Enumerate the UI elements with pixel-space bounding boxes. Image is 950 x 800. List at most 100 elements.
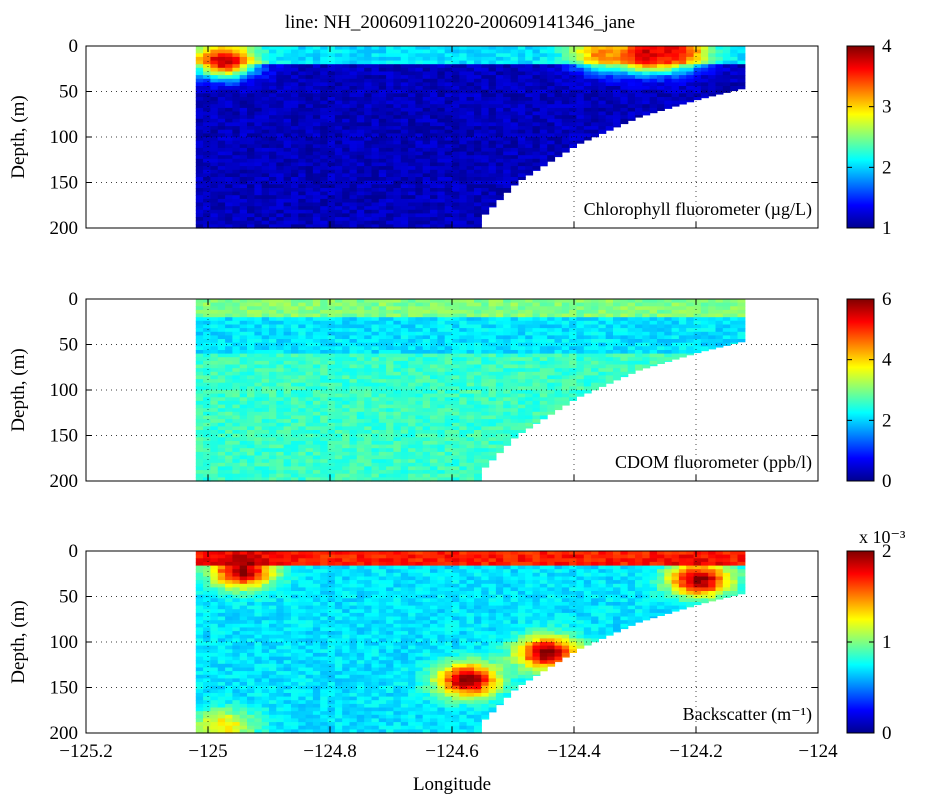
heatmap-cell xyxy=(203,195,211,200)
heatmap-cell xyxy=(203,411,211,416)
heatmap-cell xyxy=(495,49,504,54)
heatmap-cell xyxy=(393,328,402,333)
heatmap-cell xyxy=(459,335,468,340)
heatmap-cell xyxy=(393,209,402,214)
heatmap-cell xyxy=(488,397,497,402)
heatmap-cell xyxy=(437,357,446,362)
heatmap-cell xyxy=(715,67,724,72)
heatmap-cell xyxy=(283,408,292,413)
heatmap-cell xyxy=(452,75,460,80)
heatmap-cell xyxy=(356,339,365,344)
heatmap-cell xyxy=(349,459,358,464)
heatmap-cell xyxy=(393,191,402,196)
heatmap-cell xyxy=(298,67,307,72)
heatmap-cell xyxy=(320,129,329,134)
heatmap-cell xyxy=(217,64,226,69)
heatmap-cell xyxy=(378,400,387,406)
heatmap-cell xyxy=(320,302,329,307)
heatmap-cell xyxy=(283,411,292,416)
heatmap-cell xyxy=(657,46,665,51)
heatmap-cell xyxy=(686,86,695,91)
heatmap-cell xyxy=(210,155,219,160)
heatmap-cell xyxy=(488,317,497,322)
heatmap-cell xyxy=(510,126,519,131)
heatmap-cell xyxy=(298,82,307,87)
heatmap-cell xyxy=(269,133,277,138)
heatmap-cell xyxy=(495,46,504,51)
heatmap-cell xyxy=(195,209,204,214)
heatmap-cell xyxy=(342,202,351,207)
heatmap-cell xyxy=(591,89,599,94)
heatmap-cell xyxy=(627,115,636,120)
heatmap-cell xyxy=(342,115,351,120)
heatmap-cell xyxy=(547,144,556,149)
heatmap-cell xyxy=(459,299,468,304)
heatmap-cell xyxy=(415,53,424,58)
heatmap-cell xyxy=(327,350,336,355)
heatmap-cell xyxy=(378,56,387,62)
heatmap-cell xyxy=(495,368,504,373)
heatmap-cell xyxy=(195,213,204,218)
heatmap-cell xyxy=(708,82,717,87)
heatmap-cell xyxy=(437,390,446,395)
heatmap-cell xyxy=(430,195,438,200)
heatmap-cell xyxy=(569,89,577,94)
heatmap-cell xyxy=(247,202,255,207)
heatmap-cell xyxy=(254,184,263,189)
heatmap-cell xyxy=(276,191,285,196)
heatmap-cell xyxy=(686,67,695,72)
heatmap-cell xyxy=(349,60,358,65)
heatmap-cell xyxy=(217,400,226,406)
heatmap-cell xyxy=(305,382,314,387)
heatmap-cell xyxy=(495,360,504,366)
heatmap-cell xyxy=(561,111,570,116)
heatmap-cell xyxy=(466,324,475,329)
heatmap-cell xyxy=(225,107,233,113)
heatmap-cell xyxy=(444,331,453,336)
heatmap-cell xyxy=(195,198,204,204)
heatmap-cell xyxy=(474,393,482,398)
heatmap-cell xyxy=(495,64,504,69)
heatmap-cell xyxy=(371,335,380,340)
heatmap-cell xyxy=(371,195,380,200)
heatmap-cell xyxy=(320,360,329,366)
heatmap-cell xyxy=(378,448,387,453)
heatmap-cell xyxy=(247,177,255,182)
heatmap-cell xyxy=(459,75,468,80)
heatmap-cell xyxy=(569,49,577,54)
heatmap-cell xyxy=(269,470,277,475)
heatmap-cell xyxy=(349,122,358,127)
heatmap-cell xyxy=(488,360,497,366)
heatmap-cell xyxy=(356,49,365,54)
heatmap-cell xyxy=(349,342,358,347)
heatmap-cell xyxy=(664,46,673,51)
heatmap-cell xyxy=(386,448,394,453)
heatmap-cell xyxy=(422,158,431,163)
heatmap-cell xyxy=(495,404,504,409)
heatmap-cell xyxy=(356,100,365,105)
heatmap-cell xyxy=(327,306,336,311)
heatmap-cell xyxy=(305,133,314,138)
heatmap-cell xyxy=(283,437,292,442)
heatmap-cell xyxy=(217,144,226,149)
heatmap-cell xyxy=(203,100,211,105)
heatmap-cell xyxy=(195,86,204,91)
heatmap-cell xyxy=(247,400,255,406)
heatmap-cell xyxy=(269,408,277,413)
heatmap-cell xyxy=(657,86,665,91)
heatmap-cell xyxy=(693,53,702,58)
heatmap-cell xyxy=(444,393,453,398)
heatmap-cell xyxy=(452,302,460,307)
heatmap-cell xyxy=(203,158,211,163)
heatmap-cell xyxy=(481,155,490,160)
heatmap-cell xyxy=(598,89,607,94)
heatmap-cell xyxy=(298,78,307,83)
heatmap-cell xyxy=(678,97,687,102)
heatmap-cell xyxy=(459,180,468,185)
heatmap-cell xyxy=(327,220,336,225)
heatmap-cell xyxy=(247,100,255,105)
heatmap-cell xyxy=(437,46,446,51)
heatmap-cell xyxy=(210,368,219,373)
heatmap-cell xyxy=(203,78,211,83)
